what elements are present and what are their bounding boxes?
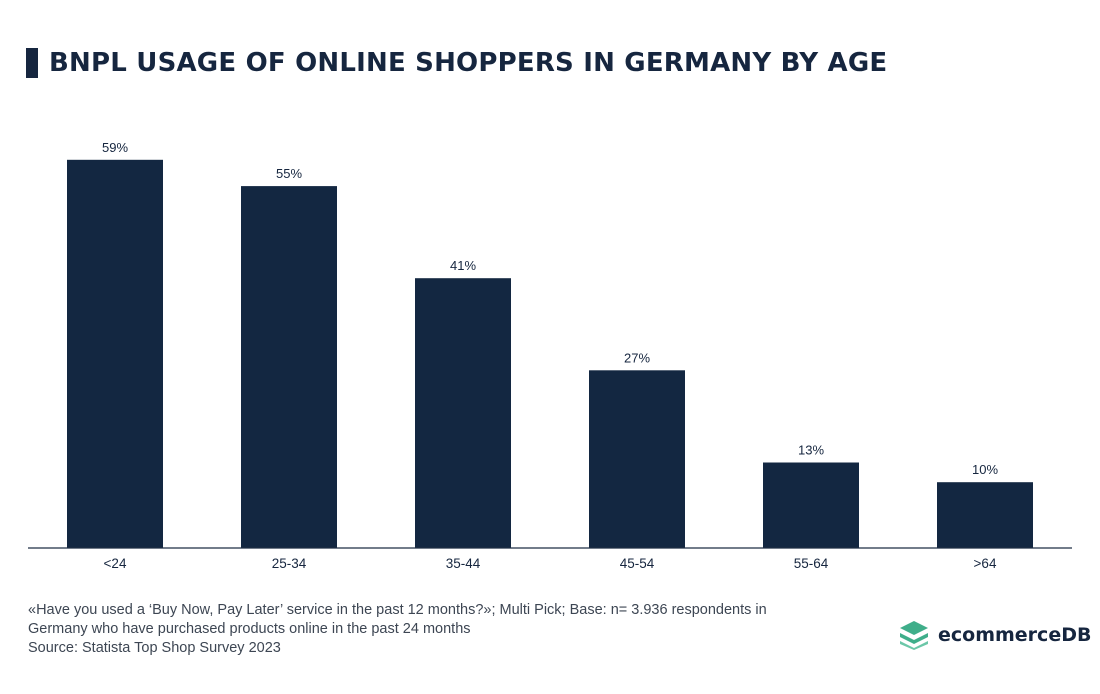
bar-55-64	[763, 462, 859, 548]
footnote-source: Source: Statista Top Shop Survey 2023	[28, 640, 281, 656]
footnote: «Have you used a ‘Buy Now, Pay Later’ se…	[28, 601, 848, 658]
title-accent-bar	[26, 48, 38, 78]
data-label-35-44: 41%	[450, 258, 476, 273]
chart-title: BNPL USAGE OF ONLINE SHOPPERS IN GERMANY…	[49, 48, 888, 78]
x-tick-label-35-44: 35-44	[446, 556, 481, 571]
chart-title-block: BNPL USAGE OF ONLINE SHOPPERS IN GERMANY…	[26, 44, 887, 82]
bar-35-44	[415, 278, 511, 548]
data-label-55-64: 13%	[798, 443, 824, 458]
footnote-question-line-1: «Have you used a ‘Buy Now, Pay Later’ se…	[28, 602, 767, 618]
bar-25-34	[241, 186, 337, 548]
data-label-<24: 59%	[102, 140, 128, 155]
x-tick-label-<24: <24	[104, 556, 127, 571]
data-label-45-54: 27%	[624, 350, 650, 365]
bar-45-54	[589, 370, 685, 548]
bar-<24	[67, 159, 163, 549]
brand-logo: ecommerceDB	[898, 620, 1091, 650]
data-label-25-34: 55%	[276, 166, 302, 181]
x-tick-label-45-54: 45-54	[620, 556, 655, 571]
x-tick-label-55-64: 55-64	[794, 556, 829, 571]
brand-name: ecommerceDB	[938, 624, 1092, 646]
data-label->64: 10%	[972, 462, 998, 477]
x-tick-label-25-34: 25-34	[272, 556, 307, 571]
bar->64	[937, 482, 1033, 548]
x-tick-label->64: >64	[974, 556, 997, 571]
footnote-question-line-2: Germany who have purchased products onli…	[28, 621, 471, 637]
stacked-layers-logo-icon	[900, 621, 928, 650]
